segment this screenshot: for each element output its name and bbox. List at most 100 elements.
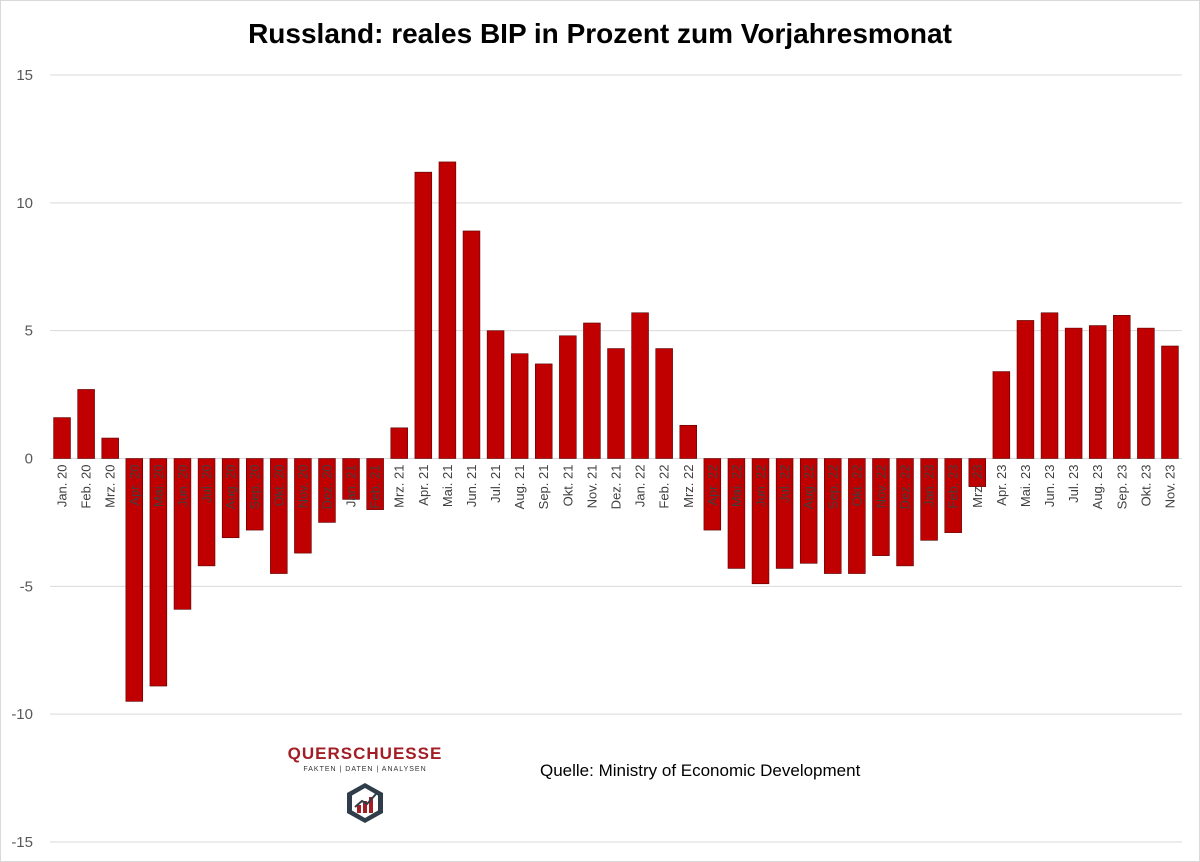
logo-name: QUERSCHUESSE	[287, 744, 443, 763]
x-tick-label: Okt. 20	[271, 465, 286, 507]
bar	[125, 458, 144, 702]
bar	[824, 458, 842, 574]
bar	[607, 348, 625, 459]
bar	[77, 389, 95, 459]
bar	[149, 458, 168, 687]
bar	[173, 458, 192, 610]
x-tick-label: Mrz. 21	[392, 465, 407, 508]
x-tick-label: Jul. 21	[488, 465, 503, 503]
x-tick-label: Mai. 21	[440, 465, 455, 508]
x-tick-label: Jun. 21	[464, 465, 479, 508]
bar	[486, 330, 505, 459]
bar	[510, 353, 529, 459]
x-tick-label: Mai. 22	[729, 465, 744, 508]
x-tick-label: Mai. 23	[1018, 465, 1033, 508]
x-tick-label: Sep. 20	[247, 465, 262, 510]
bar	[679, 424, 697, 459]
x-tick-label: Dez. 21	[609, 465, 624, 510]
x-tick-label: Jan. 22	[633, 465, 648, 508]
bar	[992, 371, 1011, 459]
x-tick-label: Okt. 23	[1138, 465, 1153, 507]
y-tick-label: 0	[25, 451, 33, 468]
bar	[583, 322, 601, 459]
logo: QUERSCHUESSE FAKTEN | DATEN | ANALYSEN	[280, 744, 450, 830]
bar	[535, 363, 553, 459]
x-tick-label: Jul. 20	[199, 465, 214, 503]
x-tick-label: Sep. 21	[536, 465, 551, 510]
x-tick-label: Mrz. 20	[103, 465, 118, 508]
bar	[1016, 320, 1035, 459]
bar	[1161, 345, 1179, 459]
bar	[318, 458, 336, 523]
y-tick-label: 15	[16, 67, 33, 84]
bar	[872, 458, 890, 556]
bar	[245, 458, 264, 531]
x-tick-label: Aug. 22	[801, 465, 816, 510]
bar	[366, 458, 384, 510]
x-tick-label: Okt. 22	[849, 465, 864, 507]
x-tick-label: Nov. 21	[584, 465, 599, 509]
x-tick-label: Nov. 20	[295, 465, 310, 509]
x-tick-label: Jan. 20	[55, 465, 70, 508]
x-tick-label: Feb. 20	[79, 465, 94, 509]
logo-mark-icon	[280, 781, 450, 830]
source-note: Quelle: Ministry of Economic Development	[540, 761, 861, 780]
x-tick-label: Feb. 22	[657, 465, 672, 509]
x-tick-label: Apr. 21	[416, 465, 431, 506]
bar	[462, 230, 481, 459]
x-tick-label: Sep. 22	[825, 465, 840, 510]
bar	[342, 458, 360, 500]
bar	[414, 171, 433, 459]
x-tick-label: Feb. 21	[368, 465, 383, 509]
bar	[101, 437, 119, 459]
bar	[1113, 315, 1131, 459]
bar	[197, 458, 216, 567]
y-tick-label: 10	[16, 195, 33, 212]
bar	[390, 427, 408, 459]
bar	[727, 458, 746, 569]
y-tick-label: -10	[11, 706, 33, 723]
bar	[848, 458, 866, 574]
x-tick-label: Feb. 23	[946, 465, 961, 509]
x-tick-label: Aug. 21	[512, 465, 527, 510]
x-tick-label: Apr. 20	[127, 465, 142, 506]
x-tick-label: Jul. 22	[777, 465, 792, 503]
chart-title: Russland: reales BIP in Prozent zum Vorj…	[248, 18, 952, 49]
bar	[631, 312, 649, 459]
x-tick-label: Jul. 23	[1066, 465, 1081, 503]
x-tick-label: Okt. 21	[560, 465, 575, 507]
bar	[53, 417, 71, 459]
x-tick-label: Jan. 23	[922, 465, 937, 508]
x-tick-label: Jun. 22	[753, 465, 768, 508]
x-tick-label: Mrz. 23	[970, 465, 985, 508]
x-tick-label: Jan. 21	[344, 465, 359, 508]
x-tick-label: Dez. 20	[319, 465, 334, 510]
bar	[896, 458, 914, 567]
bar	[1137, 327, 1155, 459]
x-tick-label: Nov. 23	[1162, 465, 1177, 509]
bar	[438, 161, 457, 459]
bar	[775, 458, 794, 569]
x-tick-label: Aug. 20	[223, 465, 238, 510]
bar	[944, 458, 962, 533]
x-tick-label: Mrz. 22	[681, 465, 696, 508]
bar	[270, 458, 288, 574]
bar	[1064, 327, 1083, 459]
x-tick-label: Apr. 22	[705, 465, 720, 506]
bar	[920, 458, 938, 541]
x-tick-label: Apr. 23	[994, 465, 1009, 506]
bar	[655, 348, 673, 459]
y-tick-label: -5	[20, 578, 33, 595]
x-tick-label: Dez. 22	[898, 465, 913, 510]
bar	[294, 458, 312, 554]
bar	[1088, 325, 1107, 459]
x-tick-label: Nov. 22	[873, 465, 888, 509]
bar	[1040, 312, 1059, 459]
bar	[751, 458, 770, 585]
bar	[559, 335, 577, 459]
x-tick-label: Aug. 23	[1090, 465, 1105, 510]
x-tick-label: Mai. 20	[151, 465, 166, 508]
logo-tagline: FAKTEN | DATEN | ANALYSEN	[303, 766, 427, 773]
bar	[968, 458, 987, 487]
x-tick-label: Jun. 23	[1042, 465, 1057, 508]
